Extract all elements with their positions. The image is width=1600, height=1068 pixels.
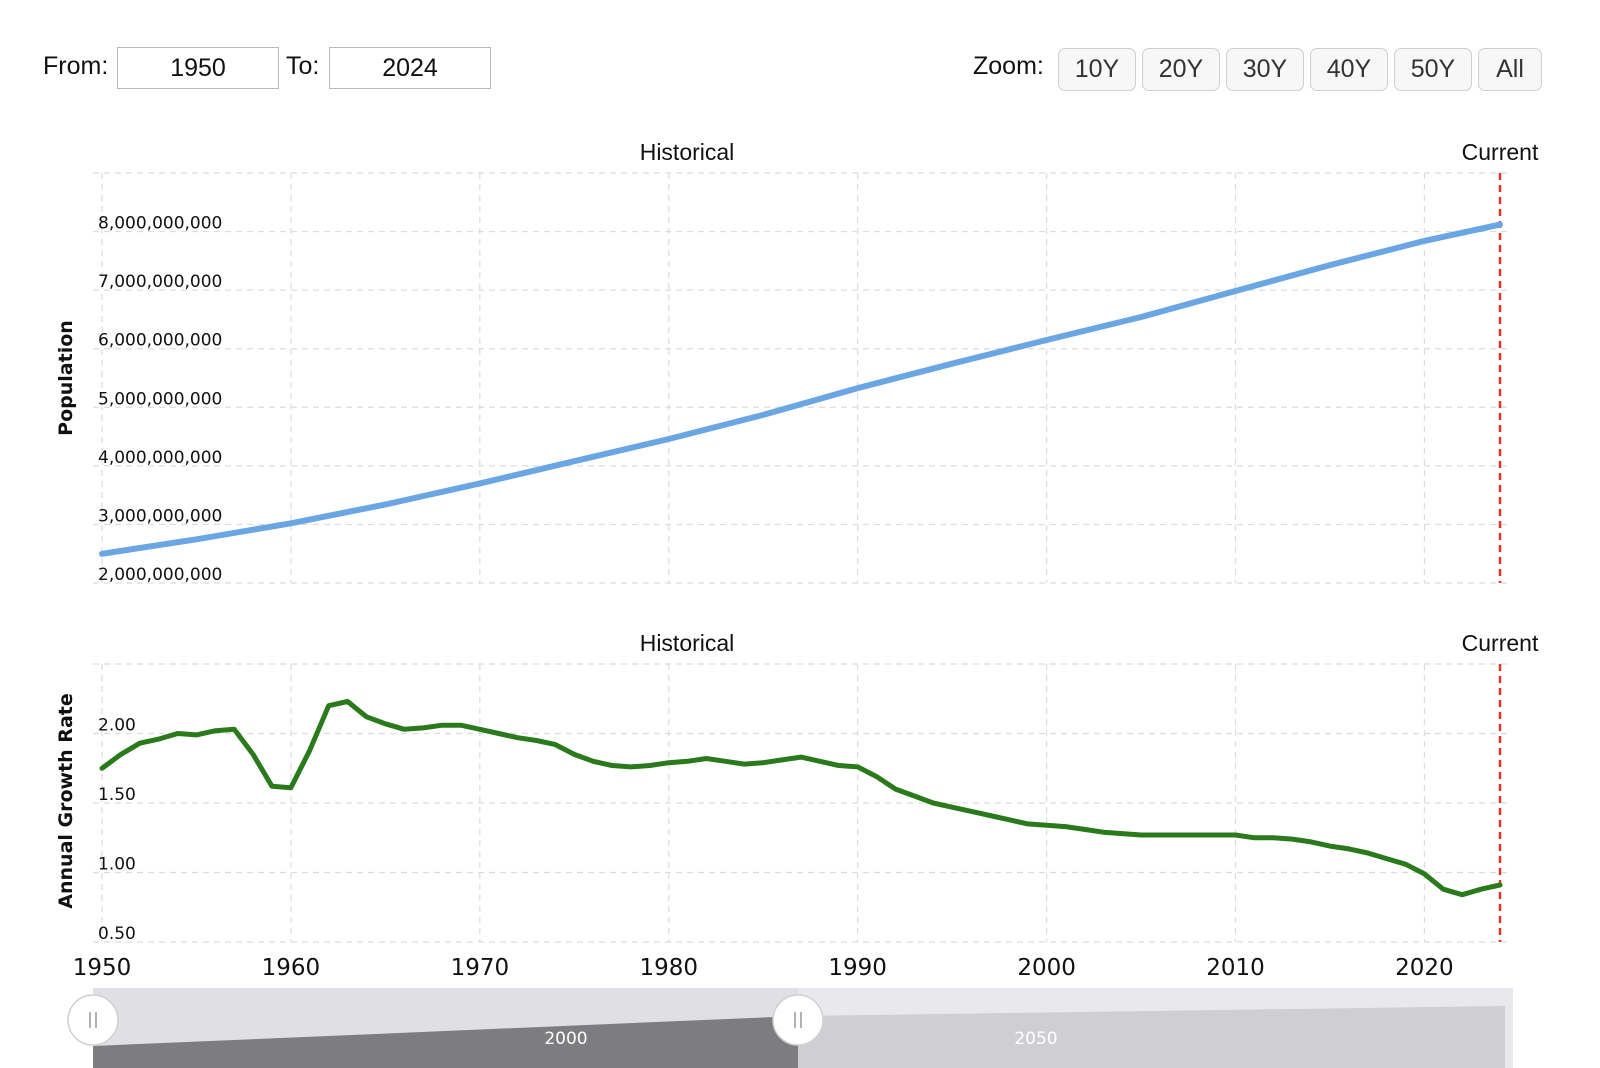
zoom-10y-button[interactable]: 10Y <box>1058 48 1136 91</box>
zoom-20y-button[interactable]: 20Y <box>1142 48 1220 91</box>
zoom-label: Zoom: <box>973 52 1044 80</box>
zoom-30y-button[interactable]: 30Y <box>1226 48 1304 91</box>
y-tick-label: 0.50 <box>98 924 136 944</box>
population-series-line <box>99 221 1503 557</box>
navigator-label-2050: 2050 <box>1014 1029 1057 1049</box>
x-tick-label: 1950 <box>73 955 132 981</box>
zoom-50y-button[interactable]: 50Y <box>1394 48 1472 91</box>
y-tick-label: 1.50 <box>98 785 136 805</box>
y-tick-label: 3,000,000,000 <box>98 506 222 526</box>
to-label: To: <box>286 52 320 80</box>
growth-y-axis-label: Annual Growth Rate <box>55 693 77 908</box>
x-tick-label: 2000 <box>1017 955 1076 981</box>
y-tick-label: 6,000,000,000 <box>98 331 222 351</box>
navigator-label-2000: 2000 <box>544 1029 587 1049</box>
y-tick-label: 4,000,000,000 <box>98 448 222 468</box>
growth-historical-label: Historical <box>640 630 735 656</box>
growth-grid <box>93 663 1512 943</box>
from-label: From: <box>43 52 109 80</box>
x-tick-label: 2010 <box>1206 955 1265 981</box>
population-grid <box>93 172 1512 584</box>
navigator[interactable]: 2000 2050 <box>67 988 1513 1068</box>
y-tick-label: 2,000,000,000 <box>98 565 222 585</box>
y-tick-label: 7,000,000,000 <box>98 272 222 292</box>
population-current-label: Current <box>1462 139 1539 165</box>
zoom-40y-button[interactable]: 40Y <box>1310 48 1388 91</box>
navigator-left-handle[interactable] <box>67 994 119 1046</box>
zoom-all-button[interactable]: All <box>1478 48 1542 91</box>
population-y-axis-label: Population <box>55 320 77 436</box>
x-tick-label: 2020 <box>1395 955 1454 981</box>
growth-y-axis: 0.50 1.00 1.50 2.00 <box>98 716 136 945</box>
x-tick-label: 1980 <box>639 955 698 981</box>
x-tick-label: 1960 <box>262 955 321 981</box>
from-input[interactable] <box>117 47 279 89</box>
y-tick-label: 2.00 <box>98 716 136 736</box>
navigator-right-handle[interactable] <box>772 994 824 1046</box>
x-axis: 1950 1960 1970 1980 1990 2000 2010 2020 <box>73 955 1454 981</box>
x-tick-label: 1990 <box>828 955 887 981</box>
range-controls: From: To: Zoom: 10Y 20Y 30Y 40Y 50Y All <box>0 0 1600 110</box>
growth-series-line <box>99 699 1503 898</box>
growth-current-label: Current <box>1462 630 1539 656</box>
x-tick-label: 1970 <box>451 955 510 981</box>
y-tick-label: 5,000,000,000 <box>98 389 222 409</box>
population-historical-label: Historical <box>640 139 735 165</box>
navigator-series-area-right <box>798 1006 1505 1068</box>
navigator-series-area <box>93 1016 798 1068</box>
to-input[interactable] <box>329 47 491 89</box>
y-tick-label: 8,000,000,000 <box>98 214 222 234</box>
y-tick-label: 1.00 <box>98 855 136 875</box>
population-y-axis: 2,000,000,000 3,000,000,000 4,000,000,000 5… <box>98 214 222 585</box>
